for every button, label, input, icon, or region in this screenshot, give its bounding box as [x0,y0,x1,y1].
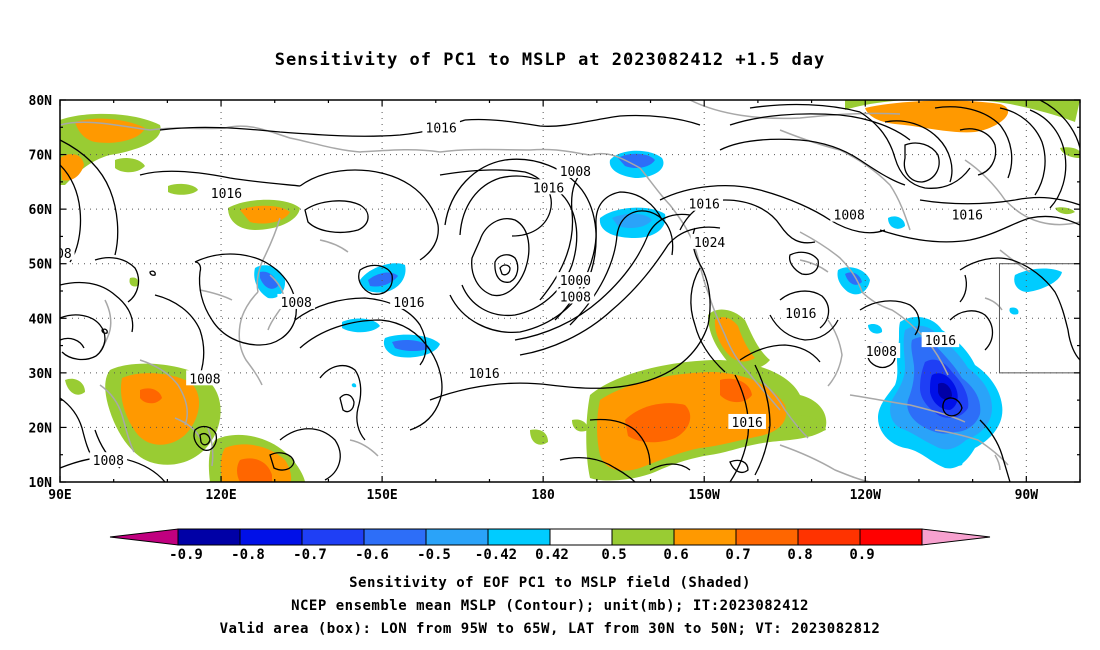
contour-label-bg [948,206,987,222]
graticule [60,100,1080,482]
colorbar-label: -0.7 [293,547,327,563]
lat-label: 30N [29,367,53,382]
colorbar-segment [177,528,241,546]
footer-line-contour: NCEP ensemble mean MSLP (Contour); unit(… [291,598,809,614]
colorbar-segment [425,528,489,546]
contour-label-bg [390,293,428,309]
colorbar-label: 0.8 [787,547,812,563]
contour-label: 1008 [560,290,591,305]
lat-label: 20N [29,421,53,436]
contour-label: 1016 [689,198,720,213]
contour-label-bg [921,332,960,348]
lat-label: 50N [29,258,53,273]
lon-label: 120E [205,488,236,503]
contour-label: 1016 [925,334,956,349]
footer-line-valid-area: Valid area (box): LON from 95W to 65W, L… [219,621,881,637]
contour-label: 1016 [732,416,763,431]
colorbar-label: 0.9 [849,547,874,563]
contour-label: 1008 [281,296,312,311]
contour-label-bg [529,179,568,195]
contour-label-bg [556,288,595,304]
colorbar-labels: -0.9 -0.8 -0.7 -0.6 -0.5 -0.42 0.42 0.5 0.6 0.7 0.… [169,547,875,563]
contour-label: 1008 [866,345,897,360]
colorbar-segment [239,528,303,546]
lon-label: 180 [531,488,555,503]
contour-label-bg [685,195,724,211]
axis-ticks [59,99,1081,483]
lon-label: 90W [1015,488,1039,503]
contour-label: 1016 [393,296,424,311]
colorbar-label: -0.8 [231,547,265,563]
contour-label-bg [782,304,820,320]
colorbar-label: -0.9 [169,547,203,563]
contour-label: 1016 [426,121,457,136]
contour-label-bg [207,184,246,200]
colorbar-segment [673,528,737,546]
contour-label: 1016 [785,307,816,322]
longitude-labels: 90E120E150E180150W120W90W60W [48,488,1039,503]
contour-label-bg [465,364,503,380]
colorbar-label: 0.42 [535,547,569,563]
lon-label: 90E [48,488,71,503]
lon-label: 150W [689,488,720,503]
lat-label: 80N [29,94,53,109]
map-area: 1016100810161016101610241008101610001000… [48,100,1080,482]
positive-sensitivity-shading [60,100,1080,482]
contour-label-bg [60,244,75,260]
colorbar-label: -0.6 [355,547,389,563]
contour-label: 1016 [952,209,983,224]
colorbar-segment [363,528,427,546]
lon-label: 120W [850,488,881,503]
lon-label: 150E [366,488,397,503]
contour-labels: 1016100810161016101610241008101610001000… [48,119,987,469]
contour-label: 008 [48,247,71,262]
contour-label: 1016 [211,187,242,202]
contour-label-bg [556,272,595,288]
contour-label: 1016 [533,181,564,196]
contour-label-bg [186,370,224,386]
contour-label: 1008 [834,209,865,224]
colorbar [109,528,991,546]
colorbar-segment [549,528,613,546]
colorbar-segment [301,528,365,546]
contour-label-bg [277,293,316,309]
contour-label-bg [690,233,729,249]
figure-title: Sensitivity of PC1 to MSLP at 2023082412… [274,50,826,70]
colorbar-segment [487,528,551,546]
colorbar-label: 0.5 [601,547,626,563]
lat-label: 10N [29,476,53,491]
latitude-labels: 80N 70N 60N 50N 40N 30N 20N 10N [29,94,53,491]
colorbar-label: 0.7 [725,547,750,563]
valid-area-box [998,263,1080,374]
contour-label-bg [862,343,901,359]
colorbar-arrow-right [921,528,991,546]
colorbar-segment [735,528,799,546]
colorbar-label: 0.6 [663,547,688,563]
colorbar-segment [797,528,861,546]
contour-label: 1008 [93,454,124,469]
footer-line-shading: Sensitivity of EOF PC1 to MSLP field (Sh… [349,575,751,591]
contour-label-bg [422,119,460,135]
contour-label-bg [830,206,868,222]
contour-label-bg [728,413,766,429]
contour-label: 1024 [694,236,725,251]
contour-label: 1016 [468,367,499,382]
lat-label: 60N [29,203,53,218]
contour-label: 1008 [560,165,591,180]
lat-label: 40N [29,312,53,327]
contour-label-bg [556,162,595,178]
contour-label: 1000 [560,274,591,289]
colorbar-segment [859,528,923,546]
contour-label-bg [89,452,128,468]
contour-label: 1008 [189,372,220,387]
colorbar-label: -0.42 [475,547,517,563]
colorbar-segment [611,528,675,546]
colorbar-label: -0.5 [417,547,451,563]
colorbar-arrow-left [109,528,179,546]
lat-label: 70N [29,149,53,164]
